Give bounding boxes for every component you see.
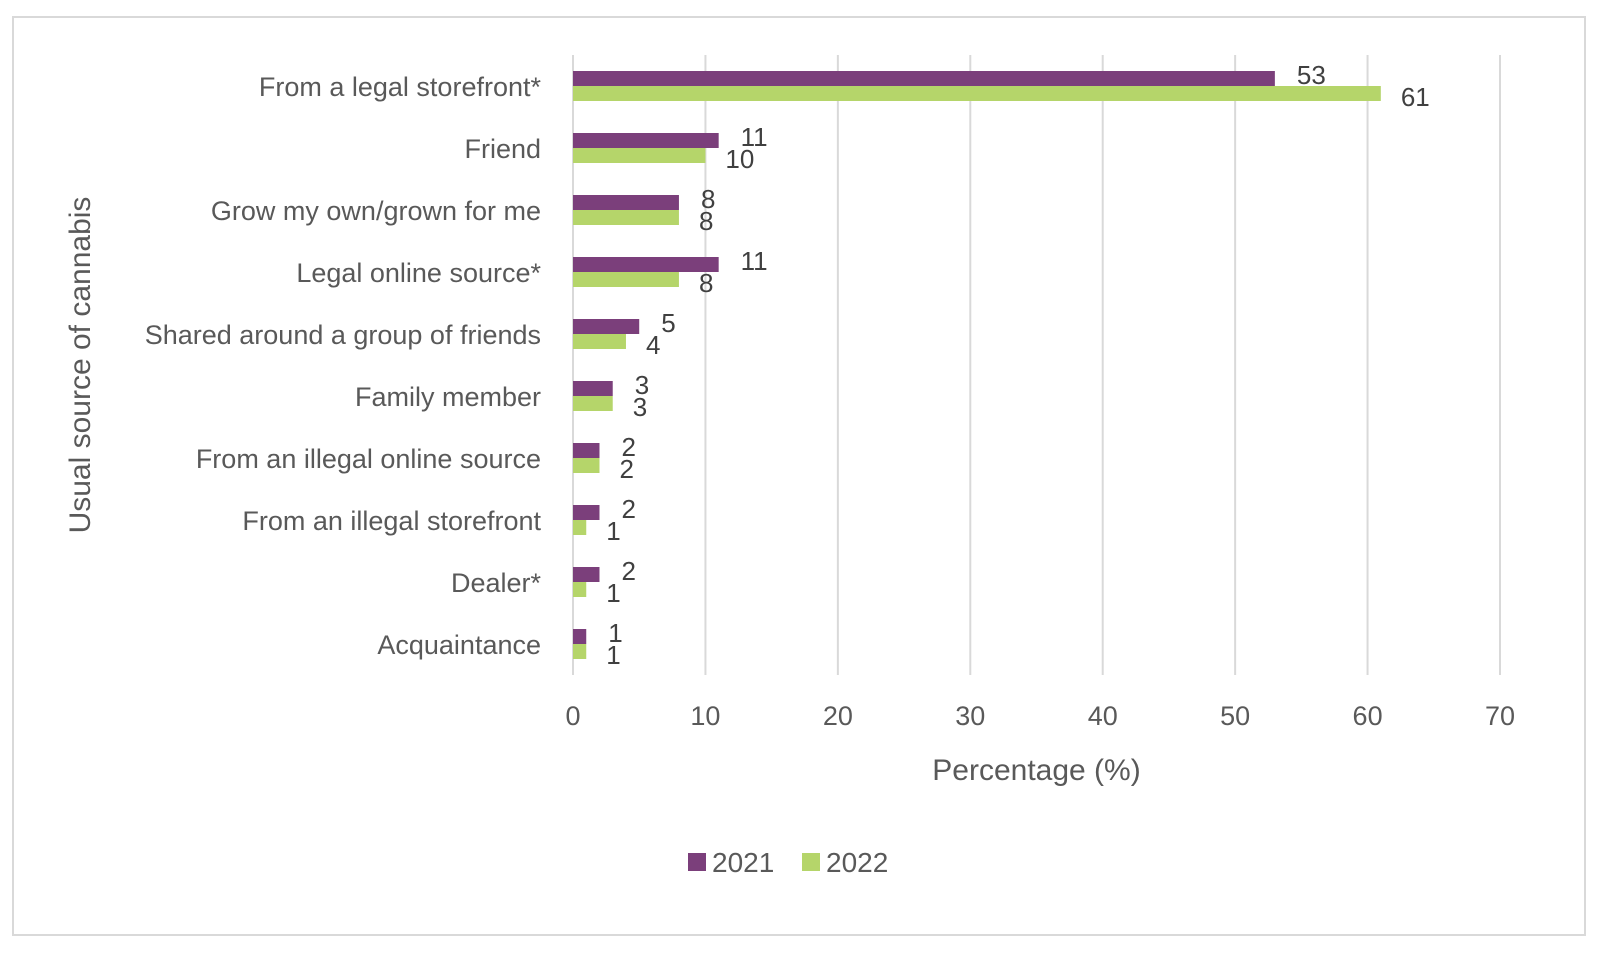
data-label-2022: 10	[725, 144, 754, 174]
category-label: From an illegal online source	[196, 444, 541, 474]
bar-2021	[573, 567, 600, 582]
x-tick-label: 70	[1485, 701, 1515, 731]
category-label: Acquaintance	[377, 630, 541, 660]
category-label: From a legal storefront*	[259, 72, 542, 102]
bar-2021	[573, 195, 679, 210]
data-label-2022: 1	[606, 516, 620, 546]
data-label-2021: 8	[701, 184, 715, 214]
data-label-2022: 4	[646, 330, 660, 360]
data-label-2021: 11	[741, 122, 768, 152]
data-label-2021: 11	[741, 246, 768, 276]
data-label-2022: 1	[606, 578, 620, 608]
x-tick-label: 60	[1353, 701, 1383, 731]
bar-2021	[573, 133, 719, 148]
legend-label-2022: 2022	[826, 847, 888, 878]
data-label-2021: 2	[621, 432, 635, 462]
bar-2022	[573, 272, 679, 287]
bar-2022	[573, 644, 587, 659]
data-label-2021: 3	[635, 370, 649, 400]
bar-2021	[573, 319, 640, 334]
data-label-2021: 53	[1297, 60, 1326, 90]
category-label: Legal online source*	[296, 258, 541, 288]
bar-2021	[573, 71, 1275, 86]
category-label: From an illegal storefront	[242, 506, 541, 536]
category-label: Grow my own/grown for me	[211, 196, 541, 226]
x-tick-label: 50	[1220, 701, 1250, 731]
category-labels: From a legal storefront* Friend Grow my ow…	[145, 72, 542, 660]
bar-2021	[573, 443, 600, 458]
x-tick-label: 20	[823, 701, 853, 731]
x-tick-labels: 0 10 20 30 40 50 60 70	[565, 701, 1515, 731]
category-label: Friend	[464, 134, 541, 164]
data-label-2021: 1	[608, 618, 622, 648]
x-tick-label: 40	[1088, 701, 1118, 731]
bar-2022	[573, 582, 587, 597]
bars	[573, 71, 1381, 659]
data-label-2021: 5	[661, 308, 675, 338]
bar-2021	[573, 257, 719, 272]
data-label-2022: 3	[633, 392, 647, 422]
data-label-2022: 8	[699, 206, 713, 236]
bar-2021	[573, 629, 587, 644]
bar-2022	[573, 458, 600, 473]
data-label-2021: 2	[621, 494, 635, 524]
bar-2021	[573, 505, 600, 520]
x-tick-label: 30	[955, 701, 985, 731]
category-label: Dealer*	[451, 568, 542, 598]
data-label-2022: 2	[619, 454, 633, 484]
data-label-2022: 8	[699, 268, 713, 298]
bar-2021	[573, 381, 613, 396]
legend-label-2021: 2021	[712, 847, 774, 878]
data-label-2022: 61	[1401, 82, 1430, 112]
legend: 2021 2022	[688, 847, 888, 878]
data-label-2021: 2	[621, 556, 635, 586]
y-axis-title: Usual source of cannabis	[64, 197, 97, 534]
bar-2022	[573, 86, 1381, 101]
x-axis-title: Percentage (%)	[932, 754, 1140, 787]
legend-swatch-2021	[688, 853, 706, 871]
category-label: Family member	[355, 382, 541, 412]
x-tick-label: 0	[565, 701, 580, 731]
legend-swatch-2022	[802, 853, 820, 871]
bar-2022	[573, 520, 587, 535]
chart-frame	[12, 16, 1586, 936]
bar-2022	[573, 148, 706, 163]
data-label-2022: 1	[606, 640, 620, 670]
bar-2022	[573, 396, 613, 411]
x-tick-label: 10	[690, 701, 720, 731]
bar-2022	[573, 334, 626, 349]
category-label: Shared around a group of friends	[145, 320, 541, 350]
bar-2022	[573, 210, 679, 225]
